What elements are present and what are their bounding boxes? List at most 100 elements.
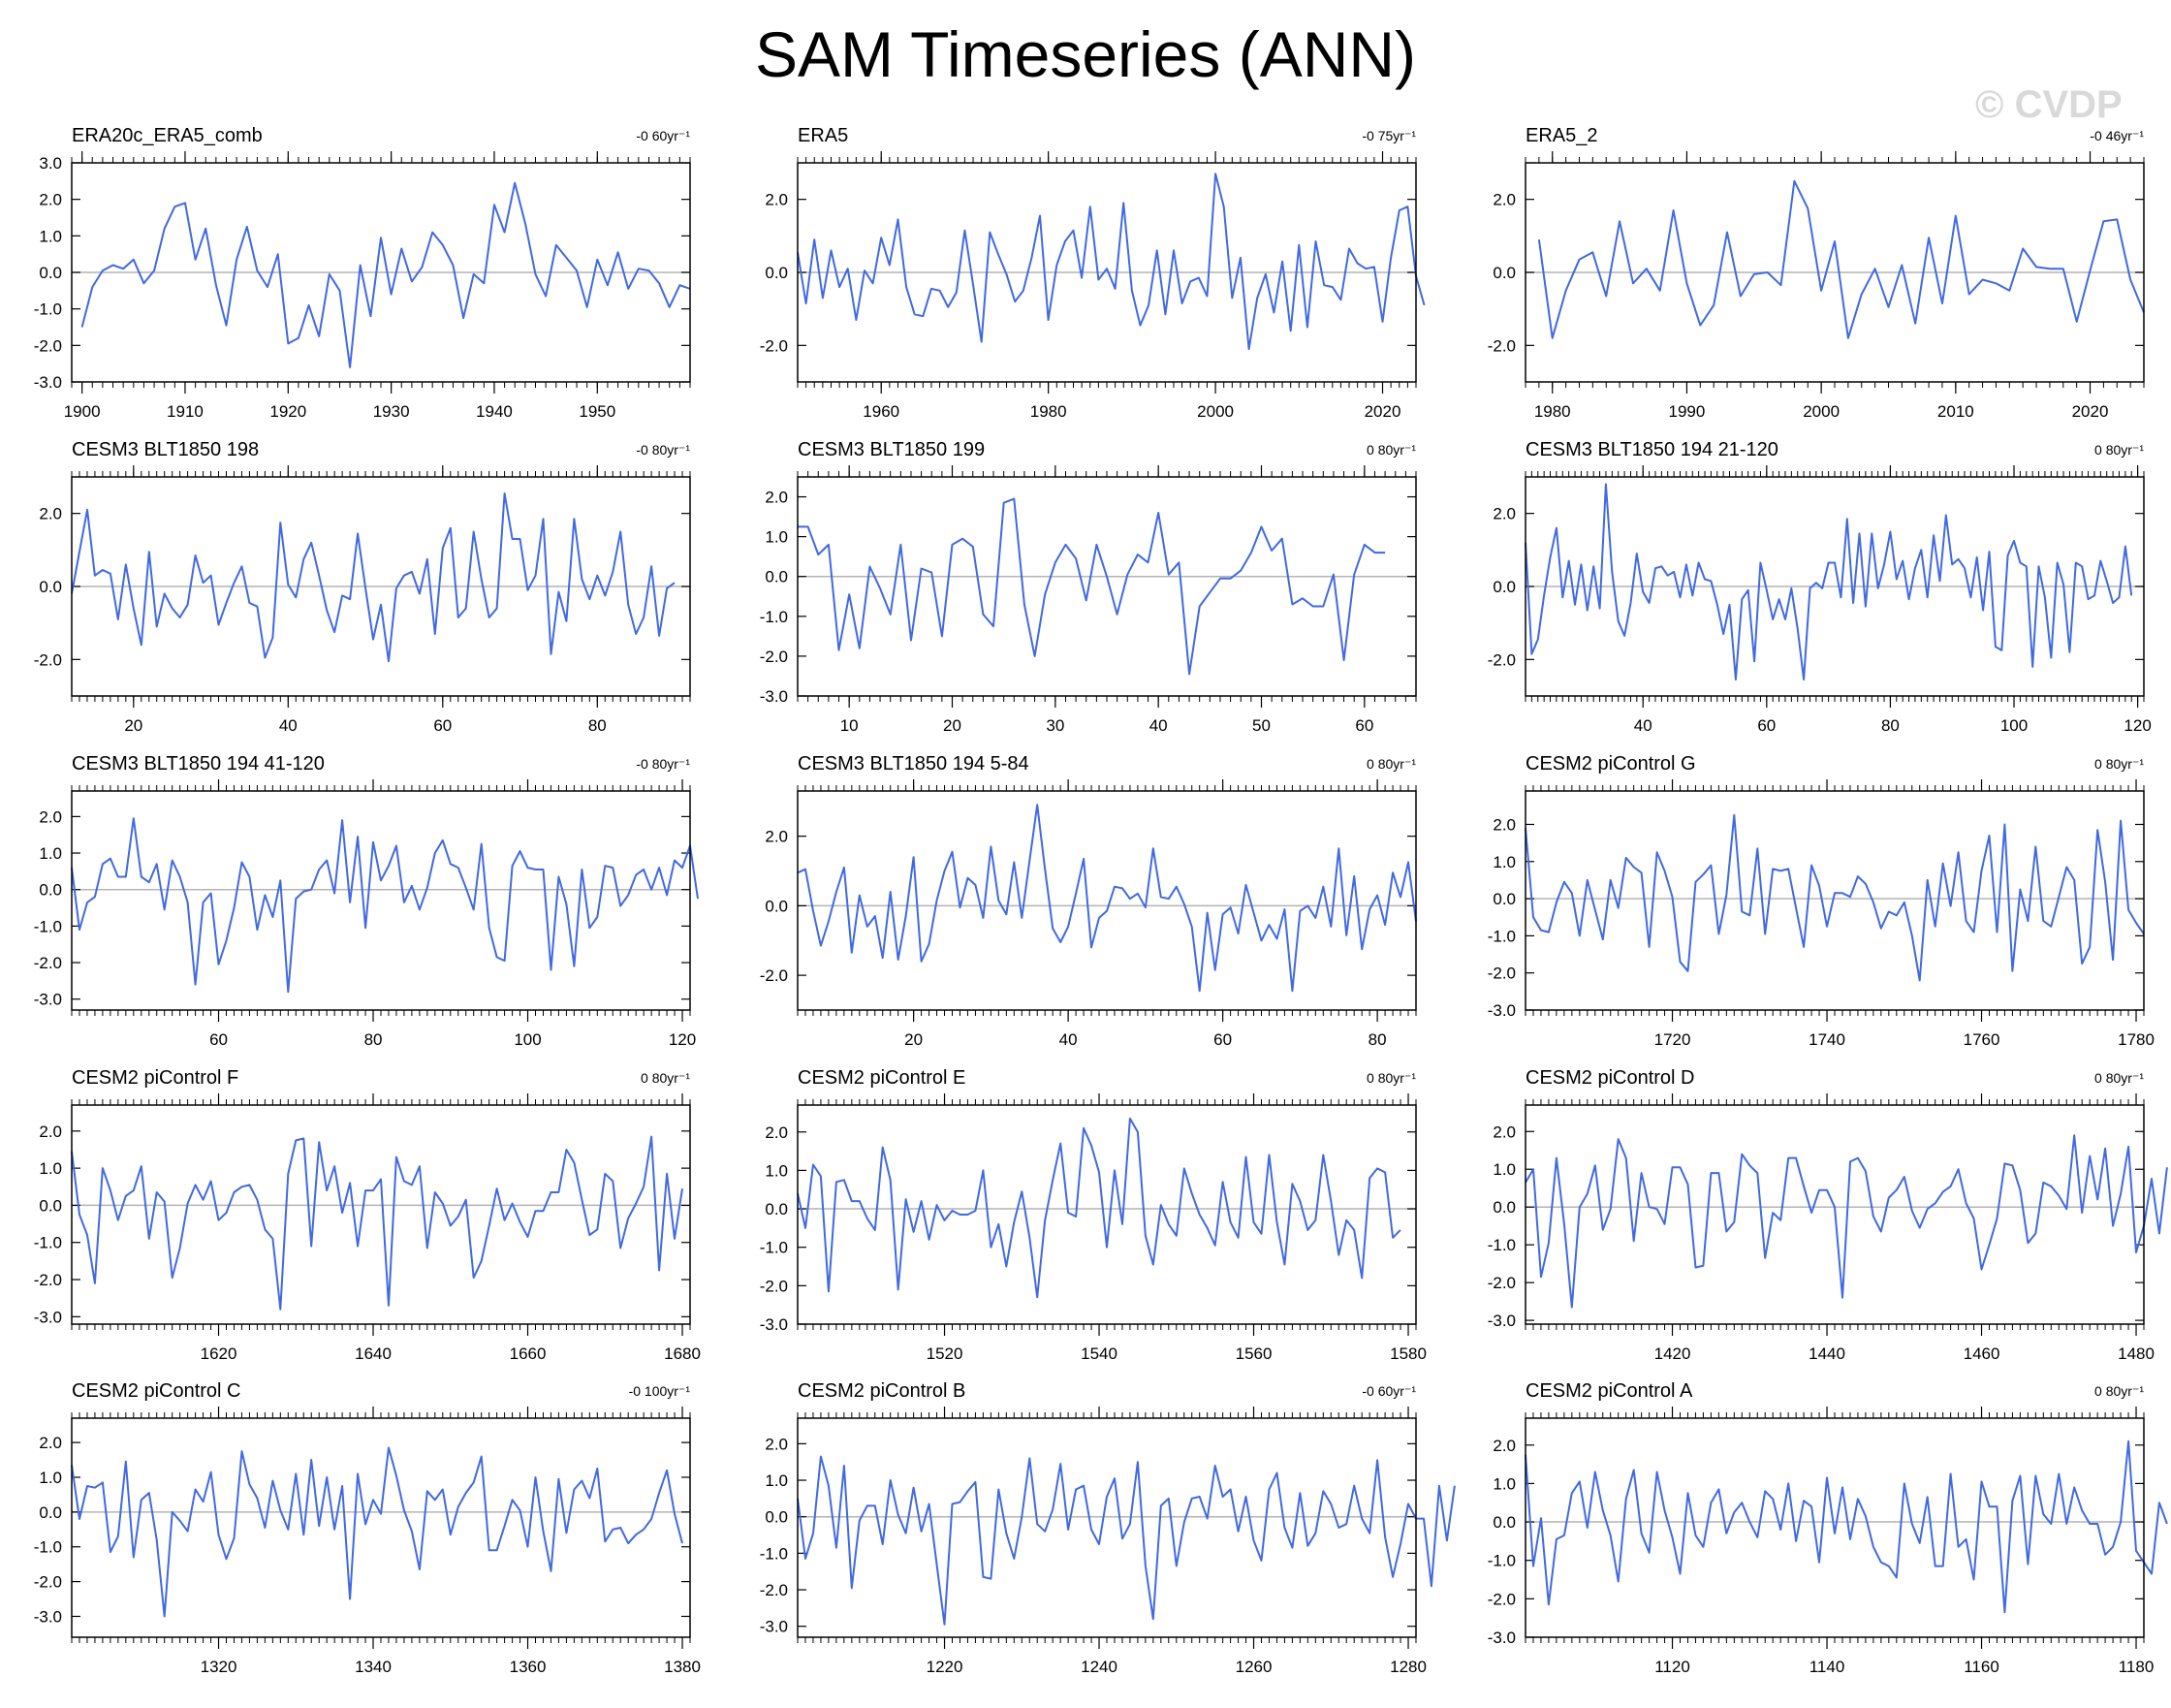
x-tick-label: 1360 bbox=[510, 1658, 547, 1676]
plot-frame bbox=[71, 1104, 691, 1325]
x-tick-label: 1680 bbox=[664, 1344, 701, 1363]
panel: CESM2 piControl B -0 60yr⁻¹ -3.0 -2.0 -1.0 0.… bbox=[760, 1380, 1456, 1676]
y-tick-label: -2.0 bbox=[1488, 650, 1516, 669]
panel: CESM2 piControl G 0 80yr⁻¹ -3.0 -2.0 -1.0 0.0… bbox=[1488, 753, 2155, 1049]
x-tick-label: 80 bbox=[1881, 716, 1900, 735]
plot-frame bbox=[797, 162, 1417, 383]
y-tick-label: 0.0 bbox=[765, 897, 788, 915]
series-line bbox=[797, 173, 1426, 351]
trend-label: 0 80yr⁻¹ bbox=[1367, 756, 1416, 772]
y-tick-label: 2.0 bbox=[39, 505, 62, 523]
panel: CESM3 BLT1850 194 41-120 -0 80yr⁻¹ -3.0 -2.… bbox=[34, 753, 699, 1049]
x-tick-label: 1900 bbox=[64, 402, 101, 421]
y-tick-label: 1.0 bbox=[39, 1469, 62, 1487]
panel: CESM3 BLT1850 194 21-120 0 80yr⁻¹ -2.0 0.0 2… bbox=[1488, 439, 2152, 735]
plot-frame bbox=[1525, 1104, 2145, 1325]
y-tick-label: -3.0 bbox=[34, 1607, 62, 1626]
x-tick-label: 1980 bbox=[1030, 402, 1067, 421]
y-tick-label: -1.0 bbox=[1488, 1552, 1516, 1570]
series-line bbox=[1525, 1439, 2168, 1614]
y-tick-label: -1.0 bbox=[1488, 927, 1516, 945]
y-tick-label: 2.0 bbox=[39, 1123, 62, 1141]
x-tick-label: 1930 bbox=[373, 402, 410, 421]
y-tick-label: 1.0 bbox=[1493, 853, 1516, 871]
y-tick-label: -1.0 bbox=[34, 1234, 62, 1252]
y-tick-label: 1.0 bbox=[765, 1161, 788, 1180]
panel-title: CESM2 piControl A bbox=[1526, 1380, 1693, 1402]
trend-label: -0 80yr⁻¹ bbox=[636, 756, 690, 772]
y-tick-label: -2.0 bbox=[34, 1271, 62, 1289]
panel: CESM3 BLT1850 194 5-84 0 80yr⁻¹ -2.0 0.0 2.0… bbox=[760, 753, 1417, 1049]
y-tick-label: -3.0 bbox=[760, 1315, 788, 1334]
panel-title: CESM3 BLT1850 198 bbox=[72, 439, 259, 460]
y-tick-label: -1.0 bbox=[34, 917, 62, 935]
y-tick-label: 1.0 bbox=[1493, 1474, 1516, 1493]
x-tick-label: 1760 bbox=[1964, 1030, 2000, 1049]
y-tick-label: 1.0 bbox=[765, 528, 788, 547]
series-line bbox=[71, 1135, 683, 1311]
y-tick-label: 0.0 bbox=[765, 264, 788, 282]
x-tick-label: 80 bbox=[588, 716, 607, 735]
panel: CESM2 piControl C -0 100yr⁻¹ -3.0 -2.0 -1.0 0… bbox=[34, 1380, 701, 1676]
trend-label: 0 80yr⁻¹ bbox=[2094, 756, 2144, 772]
panel-title: CESM2 piControl F bbox=[72, 1067, 238, 1089]
panel-title: CESM2 piControl B bbox=[798, 1380, 965, 1402]
x-tick-label: 20 bbox=[124, 716, 142, 735]
panel-title: ERA5_2 bbox=[1526, 125, 1598, 146]
x-tick-label: 1940 bbox=[476, 402, 513, 421]
y-tick-label: 0.0 bbox=[1493, 578, 1516, 596]
x-tick-label: 100 bbox=[2000, 716, 2028, 735]
plot-frame bbox=[71, 790, 691, 1011]
x-tick-label: 1620 bbox=[201, 1344, 237, 1363]
panel-title: ERA5 bbox=[798, 125, 848, 146]
x-tick-label: 1160 bbox=[1964, 1658, 1999, 1676]
plot-frame bbox=[71, 162, 691, 383]
x-tick-label: 1950 bbox=[579, 402, 615, 421]
series-line bbox=[80, 181, 691, 368]
y-tick-label: -1.0 bbox=[1488, 1236, 1516, 1254]
x-tick-label: 2000 bbox=[1197, 402, 1234, 421]
x-tick-label: 1910 bbox=[167, 402, 204, 421]
series-line bbox=[798, 497, 1386, 676]
plot-frame bbox=[71, 1417, 691, 1638]
x-tick-label: 1740 bbox=[1809, 1030, 1845, 1049]
y-tick-label: 2.0 bbox=[765, 191, 788, 209]
y-tick-label: -2.0 bbox=[1488, 1274, 1516, 1292]
x-tick-label: 1960 bbox=[863, 402, 899, 421]
x-tick-label: 1540 bbox=[1081, 1344, 1117, 1363]
plot-frame bbox=[797, 1417, 1417, 1638]
panel: CESM2 piControl D 0 80yr⁻¹ -3.0 -2.0 -1.0 0.0… bbox=[1488, 1067, 2168, 1363]
y-tick-label: 0.0 bbox=[765, 568, 788, 586]
panel-title: CESM3 BLT1850 194 21-120 bbox=[1526, 439, 1778, 460]
trend-label: 0 80yr⁻¹ bbox=[1367, 1070, 1416, 1086]
panel-title: ERA20c_ERA5_comb bbox=[72, 125, 263, 146]
y-tick-label: -3.0 bbox=[34, 1308, 62, 1326]
y-tick-label: 1.0 bbox=[39, 1159, 62, 1178]
panel-title: CESM2 piControl D bbox=[1526, 1067, 1695, 1089]
y-tick-label: -2.0 bbox=[34, 954, 62, 972]
plot-frame bbox=[1525, 790, 2145, 1011]
y-tick-label: -3.0 bbox=[34, 373, 62, 392]
x-tick-label: 40 bbox=[1149, 716, 1168, 735]
y-tick-label: 1.0 bbox=[1493, 1160, 1516, 1179]
trend-label: -0 60yr⁻¹ bbox=[636, 128, 690, 143]
y-tick-label: -1.0 bbox=[760, 608, 788, 626]
x-tick-label: 1260 bbox=[1236, 1658, 1273, 1676]
y-tick-label: 0.0 bbox=[39, 264, 62, 282]
y-tick-label: 2.0 bbox=[765, 489, 788, 507]
y-tick-label: -1.0 bbox=[760, 1239, 788, 1257]
x-tick-label: 60 bbox=[209, 1030, 228, 1049]
x-tick-label: 1280 bbox=[1390, 1658, 1427, 1676]
plot-frame bbox=[797, 476, 1417, 697]
x-tick-label: 80 bbox=[1369, 1030, 1387, 1049]
y-tick-label: 2.0 bbox=[1493, 815, 1516, 834]
y-tick-label: -2.0 bbox=[34, 650, 62, 669]
x-tick-label: 2020 bbox=[1365, 402, 1401, 421]
x-tick-label: 100 bbox=[514, 1030, 541, 1049]
series-line bbox=[71, 817, 699, 994]
x-tick-label: 2000 bbox=[1803, 402, 1840, 421]
trend-label: -0 100yr⁻¹ bbox=[629, 1383, 691, 1399]
y-tick-label: -3.0 bbox=[34, 991, 62, 1009]
plot-frame bbox=[1525, 476, 2145, 697]
y-tick-label: -3.0 bbox=[760, 687, 788, 706]
